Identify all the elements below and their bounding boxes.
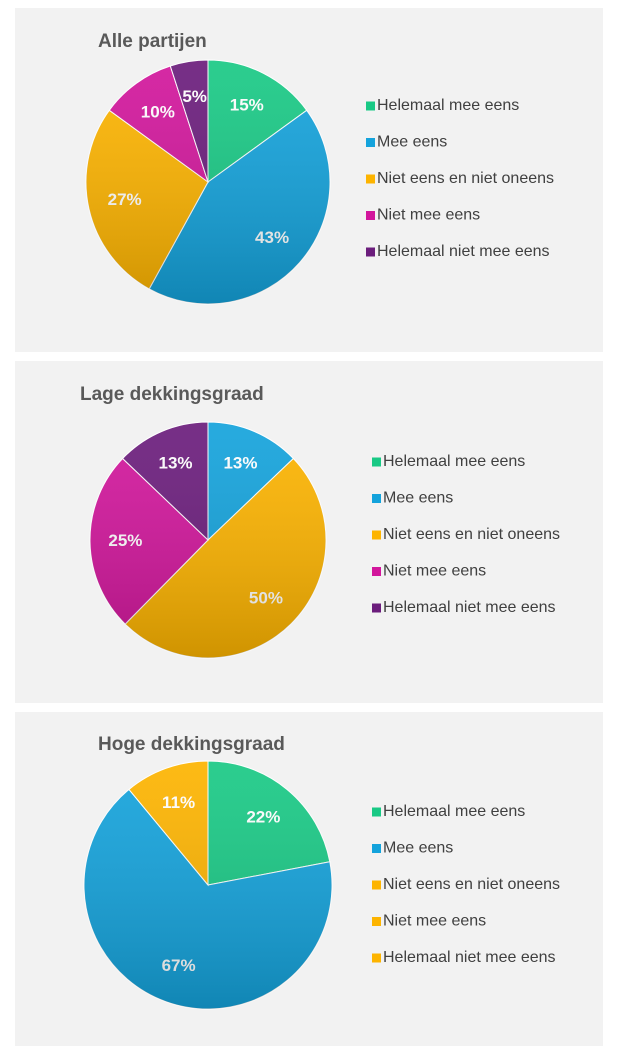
data-label: 25% [108,531,142,550]
legend-swatch [372,844,381,853]
legend-label: Mee eens [383,840,453,857]
legend-swatch [372,494,381,503]
legend-label: Mee eens [383,490,453,507]
legend-swatch [372,807,381,817]
legend-swatch [366,247,375,257]
legend-label: Helemaal mee eens [383,453,525,470]
legend-swatch [366,211,375,220]
legend-swatch [372,603,381,613]
legend-swatch [372,530,381,540]
legend-swatch [366,138,375,147]
data-label: 22% [246,808,280,827]
legend-label: Helemaal niet mee eens [377,243,550,260]
data-label: 50% [249,588,283,607]
legend-label: Helemaal niet mee eens [383,599,556,616]
legend-swatch [366,174,375,184]
legend-swatch [372,567,381,576]
chart-title: Alle partijen [98,31,207,52]
legend-label: Niet mee eens [377,207,480,224]
legend-swatch [372,953,381,963]
data-label: 43% [255,228,289,247]
data-label: 13% [223,454,257,473]
legend-label: Niet eens en niet oneens [377,170,554,187]
chart-title: Hoge dekkingsgraad [98,734,285,755]
data-label: 67% [162,956,196,975]
data-label: 27% [108,190,142,209]
data-label: 13% [158,454,192,473]
legend-label: Niet eens en niet oneens [383,526,560,543]
data-label: 15% [230,95,264,114]
legend-swatch [372,917,381,926]
legend-label: Helemaal mee eens [377,97,519,114]
chart-title: Lage dekkingsgraad [80,384,264,405]
legend-label: Niet mee eens [383,563,486,580]
legend-swatch [366,101,375,111]
legend-label: Helemaal mee eens [383,803,525,820]
legend-label: Niet mee eens [383,913,486,930]
legend-label: Niet eens en niet oneens [383,876,560,893]
data-label: 10% [141,102,175,121]
data-label: 11% [162,793,195,812]
legend-label: Mee eens [377,134,447,151]
data-label: 5% [182,87,207,106]
legend-swatch [372,880,381,890]
legend-label: Helemaal niet mee eens [383,949,556,966]
legend-swatch [372,457,381,467]
